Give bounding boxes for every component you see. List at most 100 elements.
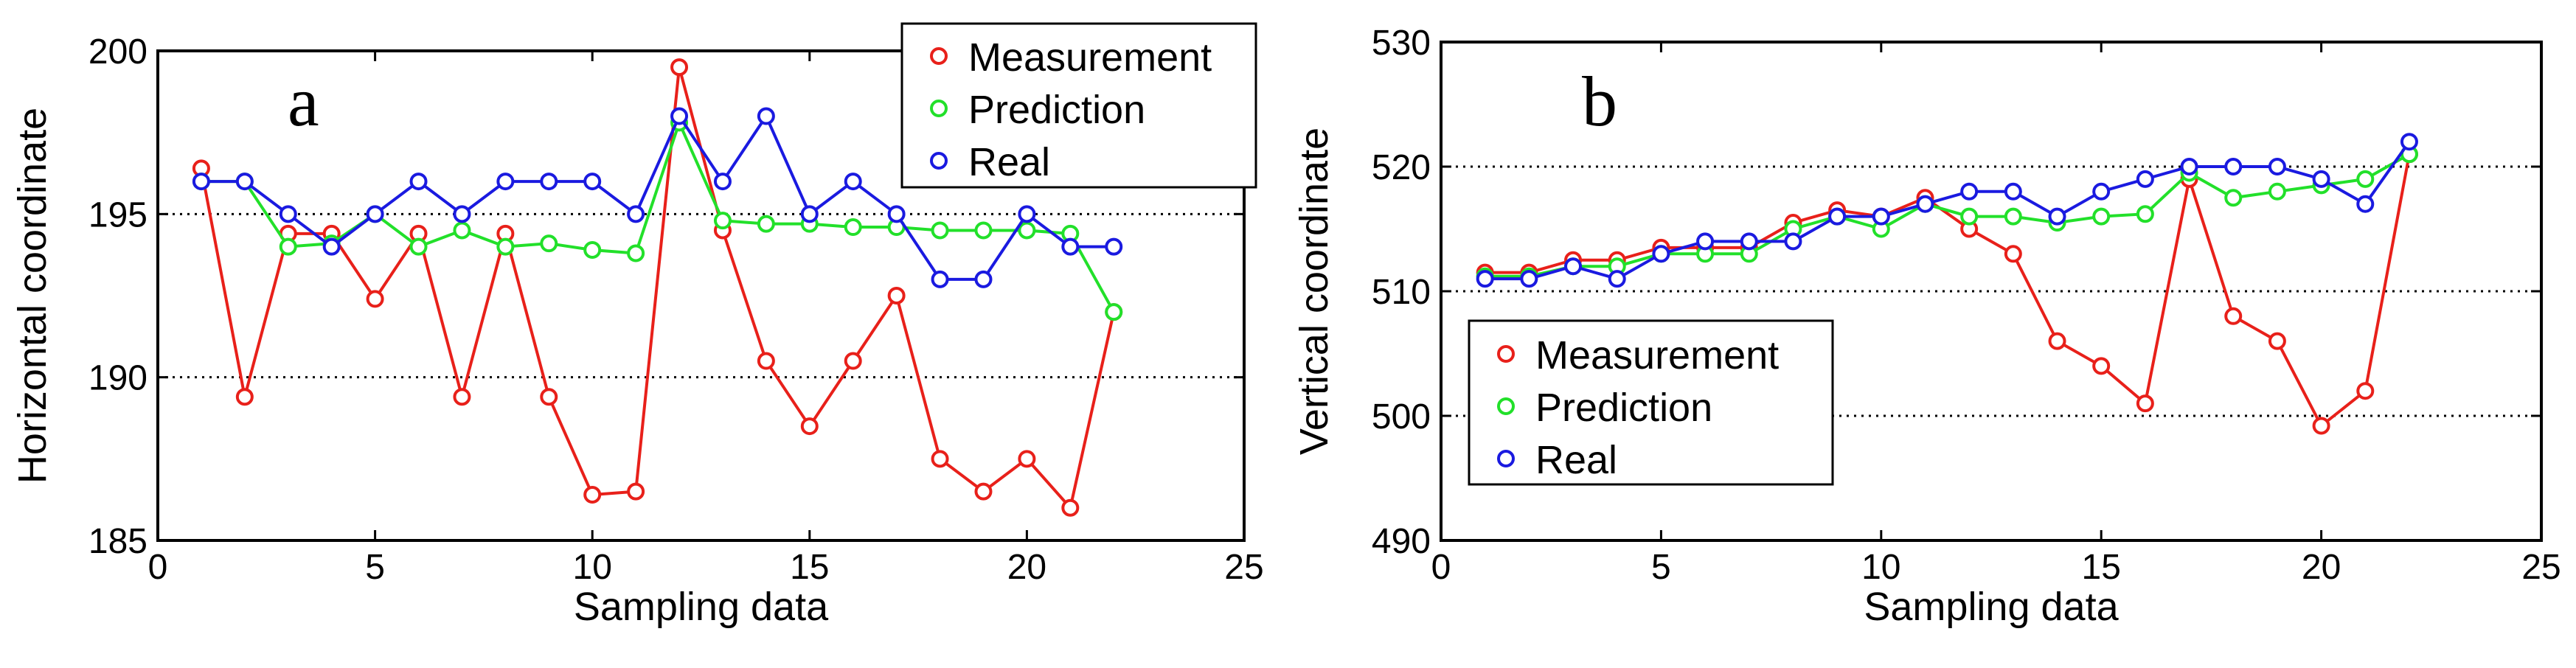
data-point-real [713,173,732,191]
y-tick-label: 490 [1372,522,1431,561]
data-point-prediction [2136,205,2154,223]
legend-box [900,22,1257,189]
data-point-real [2400,133,2418,151]
data-point-measurement [1061,498,1080,517]
legend-marker-prediction [1497,397,1515,415]
data-point-measurement [844,352,862,370]
series-line-real [201,113,1114,281]
data-point-real [1652,245,1670,263]
data-point-real [235,173,254,191]
y-axis-label: Horizontal coordinate [10,108,55,484]
series-line-prediction [1485,153,2410,278]
data-point-measurement [627,482,645,501]
data-point-measurement [2356,382,2375,400]
legend: Measurement Prediction Real [900,22,1257,189]
x-tick-label: 0 [1431,548,1451,587]
data-point-real [2312,170,2330,188]
data-point-measurement [2004,245,2022,263]
data-point-prediction [279,237,297,256]
data-point-prediction [2224,189,2243,207]
y-tick-label: 200 [88,32,147,72]
x-tick-label: 15 [2082,548,2121,587]
data-point-prediction [931,221,949,240]
data-point-real [1564,257,1583,276]
data-point-real [1828,207,1847,226]
data-point-measurement [931,450,949,468]
data-point-measurement [2048,332,2066,350]
data-point-prediction [1105,303,1123,321]
data-point-real [583,173,602,191]
data-point-prediction [627,244,645,262]
x-tick-label: 5 [365,548,385,587]
x-tick-label: 25 [1224,548,1263,587]
legend-marker-measurement [930,47,948,65]
data-point-measurement [540,388,558,406]
data-point-real [2004,182,2022,201]
legend-marker-real [1497,450,1515,467]
data-point-measurement [800,417,819,436]
data-point-real [2224,158,2243,175]
y-tick-label: 530 [1372,24,1431,63]
legend: Measurement Prediction Real [1468,319,1834,486]
data-point-prediction [2092,207,2111,226]
data-point-measurement [974,482,993,501]
legend-label-measurement: Measurement [1535,333,1779,378]
data-point-real [2268,158,2286,175]
data-point-real [974,270,993,288]
data-point-real [1061,237,1080,256]
legend-label-real: Real [968,140,1050,184]
data-point-real [1916,195,1934,213]
data-point-real [931,270,949,288]
series-line-measurement [1485,153,2411,428]
x-tick-label: 20 [1007,548,1046,587]
x-tick-label: 25 [2521,548,2561,587]
series-line-real [1485,141,2411,281]
data-point-measurement [366,290,384,308]
data-point-measurement [757,352,775,370]
y-axis-label: Vertical coordinate [1292,128,1336,455]
legend-marker-prediction [930,100,948,117]
data-point-real [2048,207,2066,226]
data-point-prediction [1018,221,1036,240]
data-point-real [1696,232,1715,251]
data-point-measurement [453,388,471,406]
data-point-prediction [757,215,775,233]
x-tick-label: 5 [1651,548,1671,587]
data-point-real [1018,205,1036,223]
data-point-real [1960,182,1979,201]
data-point-real [1784,232,1802,251]
data-point-real [192,173,210,191]
data-point-measurement [2136,394,2154,413]
chart-panel-a: 0 5 10 15 20 25 185 190 195 200 Sampling data Horiz… [10,22,1264,629]
x-tick-label: 15 [790,548,829,587]
series-line-measurement [199,66,1116,511]
data-point-real [627,205,645,223]
data-point-real [322,237,341,256]
y-tick-label: 185 [88,522,147,561]
data-point-measurement [235,388,254,406]
legend-marker-real [930,152,948,170]
x-axis-label: Sampling data [574,585,829,629]
data-point-prediction [974,221,993,240]
y-tick-label: 195 [88,195,147,234]
data-point-measurement [670,58,689,77]
y-tick-label: 500 [1372,397,1431,436]
data-point-real [366,205,384,223]
panel-letter: b [1582,62,1617,141]
data-point-real [844,173,862,191]
x-tick-label: 10 [573,548,612,587]
legend-label-real: Real [1535,438,1617,482]
data-point-real [1740,232,1758,251]
data-point-prediction [1960,207,1979,226]
data-point-real [670,107,689,125]
data-point-prediction [496,237,515,256]
x-axis-label: Sampling data [1864,585,2119,629]
legend-label-measurement: Measurement [968,35,1212,80]
data-point-measurement [2224,307,2243,325]
y-tick-label: 510 [1372,273,1431,312]
data-point-prediction [2268,182,2286,201]
data-point-real [540,173,558,191]
data-point-measurement [887,287,906,305]
data-point-real [2092,182,2111,201]
